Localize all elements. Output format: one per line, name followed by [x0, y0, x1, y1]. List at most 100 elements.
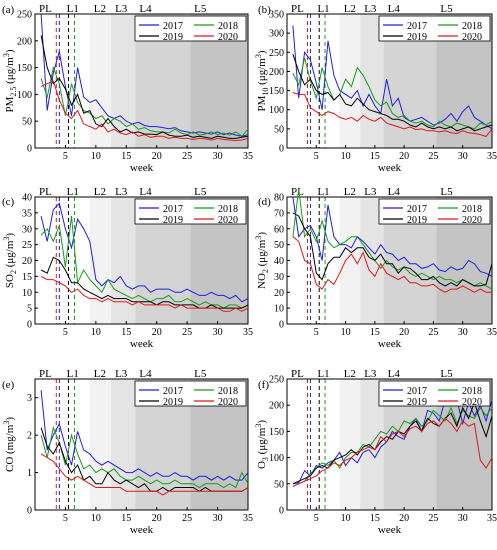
period-label: PL [39, 368, 52, 380]
series-line-2018 [292, 57, 493, 130]
y-tick-label: 30 [22, 224, 32, 235]
x-axis-label: week [378, 162, 402, 174]
legend-label: 2019 [407, 215, 427, 226]
legend-label: 2019 [163, 215, 183, 226]
y-tick-label: 30 [274, 272, 284, 283]
x-tick-label: 5 [314, 327, 319, 338]
x-tick-label: 20 [152, 513, 162, 524]
plot-frame [34, 13, 249, 149]
x-tick-label: 20 [152, 327, 162, 338]
series-line-2020 [292, 417, 493, 487]
panel-label: (b) [258, 4, 271, 16]
x-tick-label: 5 [314, 151, 319, 162]
x-tick-label: 15 [370, 151, 380, 162]
legend-label: 2020 [462, 397, 482, 408]
y-tick-label: 350 [269, 10, 284, 21]
period-label: L1 [67, 368, 79, 380]
period-label: L2 [94, 3, 106, 15]
legend-box [134, 380, 247, 407]
period-label: L3 [364, 186, 377, 198]
y-tick-label: 250 [17, 10, 32, 21]
y-tick-label: 0 [279, 320, 284, 331]
legend-label: 2019 [163, 397, 183, 408]
period-label: L1 [317, 186, 329, 198]
x-tick-label: 30 [213, 151, 223, 162]
y-axis-label-part: 3 [2, 421, 11, 425]
chart-panel-3: (c) PL L1 L2 L3 L4 L5 0 5 10 15 20 25 30 35 40 5 10 15 20 25… [2, 186, 253, 350]
x-tick-label: 30 [458, 513, 468, 524]
x-axis-label: week [130, 338, 154, 350]
x-tick-label: 35 [243, 151, 253, 162]
y-axis-label-part: ) [4, 417, 16, 421]
period-region [339, 379, 361, 510]
y-axis-label: PM2.5 (μg/m3) [2, 49, 18, 112]
x-tick-label: 25 [428, 327, 438, 338]
x-tick-label: 20 [399, 513, 409, 524]
x-tick-label: 5 [63, 513, 68, 524]
period-label: L2 [344, 368, 356, 380]
y-tick-label: 150 [17, 63, 32, 74]
series-line-2019 [40, 256, 249, 309]
series-line-2018 [292, 189, 493, 290]
y-tick-label: 60 [274, 224, 284, 235]
period-label: L4 [139, 368, 152, 380]
y-axis-label-part: ) [4, 49, 16, 53]
legend-label: 2018 [218, 386, 238, 397]
x-tick-label: 20 [399, 327, 409, 338]
legend-label: 2017 [163, 204, 183, 215]
y-axis-label-part: ) [256, 50, 268, 54]
x-tick-label: 30 [213, 513, 223, 524]
period-label: L2 [344, 186, 356, 198]
y-tick-label: 100 [269, 453, 284, 464]
y-axis-label-part: (μg/m [256, 58, 268, 88]
x-tick-label: 35 [487, 151, 497, 162]
x-tick-label: 30 [458, 327, 468, 338]
y-axis-label-part: CO (mg/m [4, 424, 16, 472]
y-tick-label: 100 [269, 105, 284, 116]
y-tick-label: 5 [27, 304, 32, 315]
legend-label: 2017 [407, 386, 427, 397]
y-tick-label: 150 [269, 427, 284, 438]
x-tick-label: 10 [91, 327, 101, 338]
period-label: L2 [344, 3, 356, 15]
period-label: L4 [388, 368, 401, 380]
period-region [360, 14, 384, 148]
x-tick-label: 20 [152, 151, 162, 162]
period-label: L1 [317, 3, 329, 15]
period-label: L3 [115, 3, 128, 15]
y-tick-label: 50 [274, 124, 284, 135]
x-tick-label: 20 [399, 151, 409, 162]
period-label: L5 [194, 3, 207, 15]
period-label: L5 [440, 3, 453, 15]
y-axis-label-part: (μg/m [4, 240, 16, 270]
y-axis-label-part: 2.5 [9, 87, 18, 97]
legend-label: 2017 [407, 204, 427, 215]
x-tick-label: 30 [213, 327, 223, 338]
period-label: L3 [115, 186, 128, 198]
y-tick-label: 300 [269, 29, 284, 40]
y-axis-label-part: ) [256, 420, 268, 424]
legend-label: 2018 [462, 21, 482, 32]
period-label: PL [291, 368, 304, 380]
x-axis-label: week [130, 524, 154, 536]
x-tick-label: 15 [370, 327, 380, 338]
x-tick-label: 25 [182, 513, 192, 524]
x-tick-label: 35 [487, 327, 497, 338]
legend-label: 2018 [462, 386, 482, 397]
period-label: L1 [317, 368, 329, 380]
legend-label: 2018 [218, 204, 238, 215]
period-region [111, 379, 136, 510]
series-line-2020 [292, 236, 492, 293]
x-tick-label: 15 [121, 513, 131, 524]
series-line-2020 [40, 80, 249, 142]
period-label: PL [39, 186, 52, 198]
period-label: PL [291, 3, 304, 15]
series-line-2020 [292, 92, 493, 138]
period-label: L4 [139, 3, 152, 15]
x-tick-label: 30 [458, 151, 468, 162]
period-region [35, 197, 60, 324]
legend-label: 2020 [218, 32, 238, 43]
y-axis-label: CO (mg/m3) [2, 417, 16, 472]
